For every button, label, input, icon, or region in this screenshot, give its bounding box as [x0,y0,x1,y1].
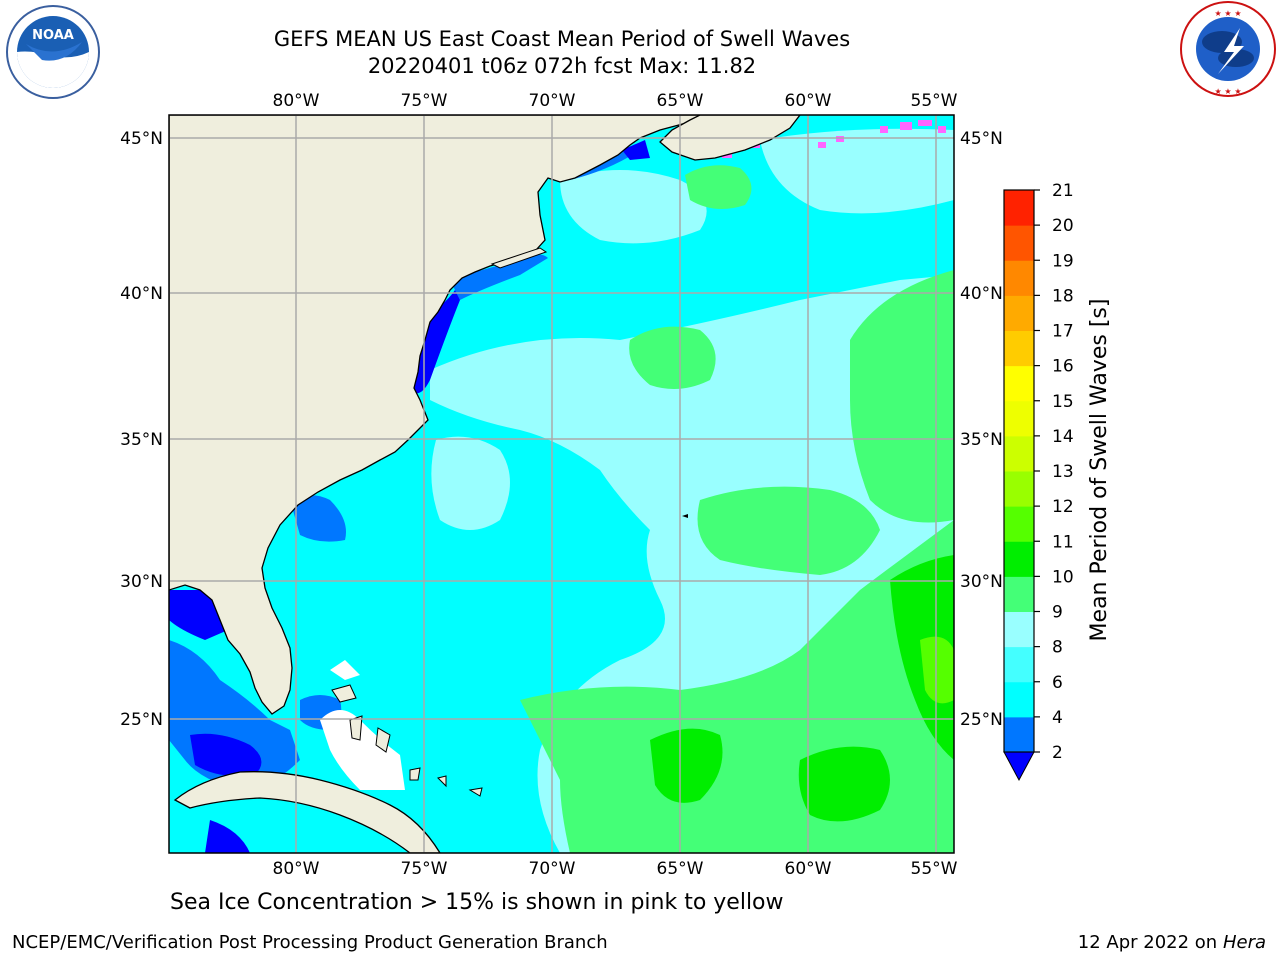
colorbar-tick-label: 21 [1052,181,1074,201]
credit-right: 12 Apr 2022 on Hera [1078,932,1266,953]
colorbar-tick-label: 2 [1052,743,1063,763]
colorbar-segment [1004,295,1034,331]
chart-subtitle: 20220401 t06z 072h fcst Max: 11.82 [367,54,757,78]
lon-label-bottom: 60°W [785,859,832,879]
colorbar-tick-label: 19 [1052,251,1074,271]
colorbar-tick-label: 13 [1052,462,1074,482]
colorbar-segment [1004,541,1034,577]
no-data-area [320,710,405,790]
lon-label-bottom: 80°W [273,859,320,879]
lat-label-right: 45°N [960,129,1003,149]
colorbar-tick-label: 6 [1052,673,1063,693]
credit-date: 12 Apr 2022 on [1077,932,1223,953]
colorbar-segment [1004,471,1034,507]
colorbar-tick-label: 12 [1052,497,1074,517]
lon-label-bottom: 70°W [529,859,576,879]
graticule [169,115,954,853]
colorbar-segment [1004,681,1034,718]
colorbar-segment [1004,576,1034,612]
svg-text:★ ★ ★: ★ ★ ★ [1214,87,1241,96]
lat-label-right: 40°N [960,284,1003,304]
colorbar: 2 4 6 8 9 10 11 12 13 14 15 16 17 18 19 20 21 [1003,181,1074,782]
lon-label-top: 75°W [401,91,448,111]
credit-host: Hera [1222,932,1266,953]
swell-zone-2-4s [450,254,548,300]
noaa-logo: NOAA [6,5,100,99]
colorbar-segment [1004,506,1034,542]
lon-label-top: 70°W [529,91,576,111]
lon-label-top: 80°W [273,91,320,111]
lon-label-top: 55°W [911,91,958,111]
colorbar-tick-label: 18 [1052,286,1074,306]
colorbar-segment [1004,716,1034,753]
colorbar-tick-label: 9 [1052,603,1063,623]
sea-ice-mark [880,126,888,133]
colorbar-segment [1004,260,1034,296]
lon-label-bottom: 75°W [401,859,448,879]
lon-label-bottom: 55°W [911,859,958,879]
colorbar-tick-label: 8 [1052,638,1063,658]
lat-label-left: 35°N [120,430,163,450]
colorbar-tick-label: 15 [1052,392,1074,412]
map-frame [168,114,955,854]
colorbar-tick-label: 20 [1052,216,1074,236]
colorbar-segment [1004,611,1034,648]
chart-title: GEFS MEAN US East Coast Mean Period of S… [273,27,851,51]
lat-label-left: 40°N [120,284,163,304]
colorbar-label: Mean Period of Swell Waves [s] [1087,299,1112,642]
nws-logo: ★ ★ ★ ★ ★ ★ [1180,1,1276,97]
colorbar-segment [1004,400,1034,437]
noaa-logo-text: NOAA [32,28,74,43]
colorbar-tick-label: 17 [1052,322,1074,342]
colorbar-segment [1004,330,1034,367]
lat-label-right: 35°N [960,430,1003,450]
land-cuba [173,771,441,853]
svg-text:★ ★ ★: ★ ★ ★ [1214,9,1241,18]
lat-label-right: 30°N [960,572,1003,592]
colorbar-extend-min [1003,751,1035,782]
colorbar-tick-label: 10 [1052,567,1074,587]
lon-label-top: 65°W [657,91,704,111]
lon-label-bottom: 65°W [657,859,704,879]
lat-label-right: 25°N [960,710,1003,730]
colorbar-tick-label: 14 [1052,427,1074,447]
colorbar-segment [1004,225,1034,261]
sea-ice-footnote: Sea Ice Concentration > 15% is shown in … [170,890,784,915]
colorbar-segment [1004,190,1034,226]
credit-left: NCEP/EMC/Verification Post Processing Pr… [12,932,608,953]
lon-label-top: 60°W [785,91,832,111]
lat-label-left: 45°N [120,129,163,149]
colorbar-segment [1004,435,1034,472]
colorbar-tick-label: 4 [1052,708,1063,728]
colorbar-tick-label: 16 [1052,357,1074,377]
lat-label-left: 30°N [120,572,163,592]
colorbar-segment [1004,365,1034,402]
colorbar-segment [1004,646,1034,683]
colorbar-tick-label: 11 [1052,532,1074,552]
lat-label-left: 25°N [120,710,163,730]
